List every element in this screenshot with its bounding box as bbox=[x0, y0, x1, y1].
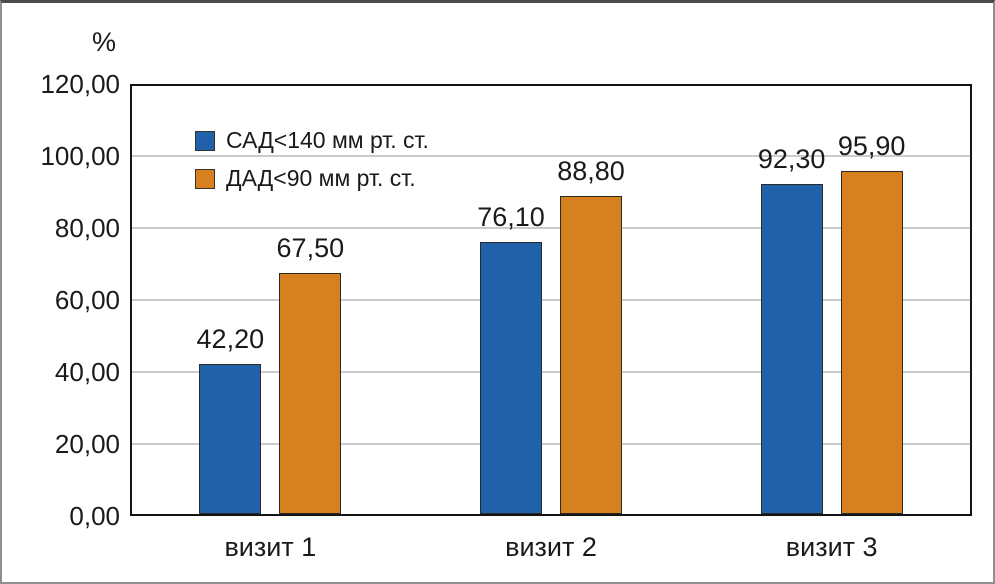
bar-dad-group3 bbox=[840, 170, 903, 514]
y-tick-label: 120,00 bbox=[40, 69, 120, 99]
gridline bbox=[132, 155, 970, 157]
legend-label-dad: ДАД<90 мм рт. ст. bbox=[226, 165, 416, 191]
y-tick-label: 20,00 bbox=[54, 429, 120, 459]
plot-area bbox=[130, 84, 972, 516]
gridline bbox=[132, 443, 970, 445]
legend: САД<140 мм рт. ст. ДАД<90 мм рт. ст. bbox=[195, 128, 429, 191]
gridline bbox=[132, 227, 970, 229]
bar-value-label: 88,80 bbox=[557, 156, 625, 187]
bar-value-label: 92,30 bbox=[757, 143, 826, 174]
x-category-label: визит 1 bbox=[224, 532, 317, 562]
bar-value-label: 42,20 bbox=[196, 324, 265, 355]
legend-swatch-dad-icon bbox=[195, 168, 215, 189]
legend-item-sad: САД<140 мм рт. ст. bbox=[195, 128, 429, 153]
bar-sad-group2 bbox=[480, 242, 542, 514]
bar-value-label: 67,50 bbox=[276, 233, 345, 263]
bar-value-label: 95,90 bbox=[837, 130, 906, 161]
y-axis-unit-label: % bbox=[91, 27, 116, 57]
gridline bbox=[132, 299, 970, 301]
bar-value-label: 76,10 bbox=[477, 202, 545, 233]
y-tick-label: 80,00 bbox=[54, 213, 120, 243]
bar-dad-group1 bbox=[279, 273, 342, 514]
chart-layer: 0,00 20,00 40,00 60,00 80,00 100,00 120,00 42,2… bbox=[2, 3, 993, 582]
gridline bbox=[132, 371, 970, 373]
y-tick-label: 60,00 bbox=[54, 285, 120, 315]
y-tick-label: 0,00 bbox=[69, 501, 120, 531]
legend-item-dad: ДАД<90 мм рт. ст. bbox=[195, 166, 429, 191]
bar-sad-group1 bbox=[199, 364, 262, 514]
bar-dad-group2 bbox=[560, 196, 622, 514]
x-category-label: визит 2 bbox=[505, 532, 597, 562]
y-tick-label: 100,00 bbox=[40, 141, 120, 171]
legend-swatch-sad-icon bbox=[195, 130, 215, 151]
x-category-label: визит 3 bbox=[785, 532, 878, 562]
legend-label-sad: САД<140 мм рт. ст. bbox=[226, 127, 429, 153]
bar-sad-group3 bbox=[760, 183, 823, 514]
y-tick-label: 40,00 bbox=[54, 357, 120, 387]
